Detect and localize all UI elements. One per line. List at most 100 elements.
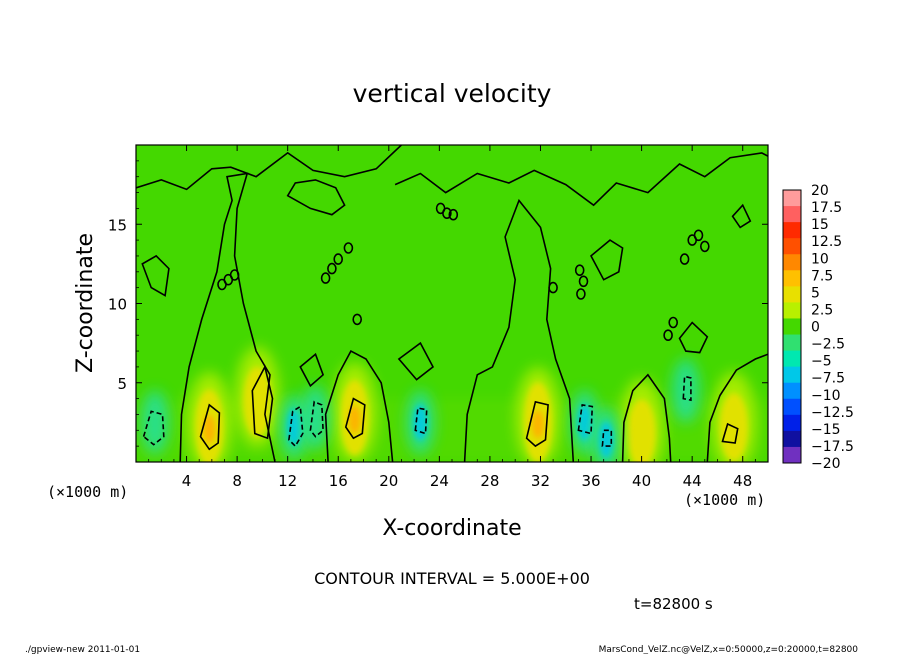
- y-tick-label: 5: [117, 375, 127, 393]
- zero-contour: [463, 198, 575, 462]
- colorbar-band: [783, 446, 801, 464]
- small-contour: [668, 316, 679, 329]
- small-contour: [343, 242, 354, 254]
- small-contour: [693, 229, 704, 242]
- small-contour: [576, 288, 586, 300]
- time-note: t=82800 s: [634, 595, 713, 613]
- negative-contour: [682, 375, 692, 402]
- colorbar-label: 2.5: [811, 302, 833, 318]
- y-tick-label: 10: [108, 296, 127, 314]
- x-tick-label: 36: [581, 472, 600, 490]
- small-contour: [320, 272, 331, 284]
- colorbar-band: [783, 270, 801, 287]
- y-axis-unit-label: (×1000 m): [47, 483, 128, 501]
- colorbar-label: −17.5: [811, 439, 854, 455]
- colorbar-band: [783, 222, 801, 239]
- x-tick-label: 44: [683, 472, 702, 490]
- zero-contour: [179, 172, 276, 462]
- negative-contour: [288, 405, 304, 448]
- colorbar-band: [783, 430, 801, 448]
- colorbar-label: −2.5: [811, 337, 845, 353]
- x-tick-label: 40: [632, 472, 651, 490]
- updraft-cell: [515, 367, 560, 462]
- small-contour: [352, 313, 363, 326]
- colorbar-band: [783, 318, 801, 336]
- colorbar-frame: [782, 189, 802, 464]
- colorbar-label: −20: [811, 456, 841, 472]
- small-contour: [679, 253, 690, 265]
- colorbar-band: [783, 206, 801, 223]
- colorbar-label: −12.5: [811, 405, 854, 421]
- zero-contour: [525, 400, 549, 448]
- zero-contour: [621, 373, 672, 462]
- x-axis-unit-label: (×1000 m): [684, 491, 765, 509]
- zero-contour: [721, 422, 739, 444]
- y-axis-ticks: 5 10 15: [108, 160, 768, 447]
- small-contour: [448, 208, 459, 221]
- updraft-cell: [187, 372, 232, 462]
- colorbar-band: [783, 334, 801, 352]
- zero-contour: [731, 203, 752, 229]
- zero-contour: [394, 152, 768, 207]
- negative-contour: [142, 410, 165, 446]
- zero-contour: [251, 364, 274, 440]
- footer-left: ./gpview-new 2011-01-01: [25, 645, 140, 654]
- colorbar-label: −10: [811, 388, 841, 404]
- small-contour: [229, 269, 240, 281]
- colorbar-label: 7.5: [811, 268, 833, 284]
- x-tick-label: 48: [733, 472, 752, 490]
- updraft-cell: [711, 372, 756, 462]
- x-tick-label: 24: [430, 472, 449, 490]
- x-tick-label: 32: [531, 472, 550, 490]
- colorbar-band: [783, 238, 801, 255]
- zero-contour: [324, 350, 394, 462]
- field-shading: [136, 346, 768, 462]
- colorbar-label: −5: [811, 354, 832, 370]
- x-tick-label: 16: [329, 472, 348, 490]
- zero-contour: [141, 254, 170, 297]
- colorbar-label: 5: [811, 285, 820, 301]
- colorbar-label: 10: [811, 251, 829, 267]
- colorbar-label: 17.5: [811, 200, 842, 216]
- zero-contour: [136, 145, 402, 191]
- downdraft-cell: [301, 385, 330, 450]
- small-contour: [699, 240, 710, 253]
- colorbar-band: [783, 286, 801, 303]
- downdraft-cell: [140, 390, 169, 455]
- colorbar-label: 12.5: [811, 234, 842, 250]
- colorbar-band: [783, 414, 801, 432]
- x-tick-label: 20: [379, 472, 398, 490]
- colorbar-label: 20: [811, 183, 829, 199]
- negative-contour: [577, 403, 594, 435]
- zero-contour: [299, 352, 325, 388]
- small-contour: [548, 281, 558, 294]
- x-tick-label: 4: [182, 472, 192, 490]
- zero-contour: [199, 403, 221, 451]
- colorbar-band: [783, 398, 801, 416]
- small-contour: [663, 329, 673, 342]
- colorbar-label: −7.5: [811, 371, 845, 387]
- colorbar-band: [783, 302, 801, 319]
- x-axis-ticks: 4 8 12 16 20 24 28 32 36 40 44 48: [148, 145, 756, 490]
- x-tick-label: 28: [480, 472, 499, 490]
- zero-contour: [286, 179, 346, 216]
- zero-contour: [397, 341, 435, 381]
- colorbar-band: [783, 350, 801, 368]
- negative-contour: [309, 400, 324, 438]
- negative-contour: [414, 407, 428, 435]
- colorbar-band: [783, 366, 801, 384]
- zero-contour: [589, 239, 624, 281]
- colorbar-label: 15: [811, 217, 829, 233]
- plot-area: [136, 145, 768, 462]
- y-axis-label: Z-coordinate: [73, 233, 98, 373]
- x-tick-label: 8: [232, 472, 242, 490]
- colorbar-band: [783, 254, 801, 271]
- colorbar-label: −15: [811, 422, 841, 438]
- updraft-cell: [332, 362, 377, 462]
- colorbar-band: [783, 190, 801, 207]
- small-contour: [578, 275, 589, 288]
- contour-interval-note: CONTOUR INTERVAL = 5.000E+00: [314, 569, 590, 588]
- y-tick-label: 15: [108, 216, 127, 234]
